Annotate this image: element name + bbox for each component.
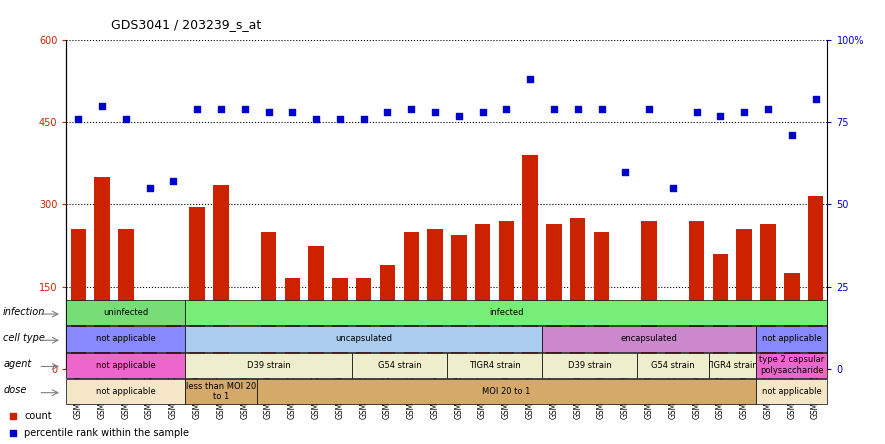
Point [381, 109, 395, 116]
Point [689, 109, 704, 116]
Bar [808, 196, 823, 369]
Text: MOI 20 to 1: MOI 20 to 1 [482, 387, 531, 396]
Text: less than MOI 20
to 1: less than MOI 20 to 1 [186, 382, 256, 401]
Point [263, 209, 277, 216]
Bar [404, 232, 419, 369]
Point [285, 109, 299, 116]
Bar [332, 278, 348, 369]
Bar [736, 229, 752, 369]
Point [142, 184, 157, 191]
Bar [189, 207, 205, 369]
Bar [380, 265, 396, 369]
Point [214, 106, 228, 113]
Bar [689, 221, 704, 369]
Point [785, 132, 799, 139]
Text: not applicable: not applicable [96, 387, 156, 396]
Point [71, 115, 85, 123]
Point [404, 106, 419, 113]
Text: D39 strain: D39 strain [247, 361, 290, 370]
Bar [594, 232, 609, 369]
Text: percentile rank within the sample: percentile rank within the sample [25, 428, 189, 438]
Point [547, 106, 561, 113]
Bar [546, 224, 562, 369]
Point [190, 106, 204, 113]
Bar [760, 224, 776, 369]
Bar [642, 221, 657, 369]
Text: encapsulated: encapsulated [620, 334, 678, 344]
Text: dose: dose [4, 385, 27, 395]
Bar [427, 229, 442, 369]
Point [166, 178, 181, 185]
Point [119, 115, 133, 123]
Point [499, 106, 513, 113]
Point [357, 115, 371, 123]
Text: type 2 capsular
polysaccharide: type 2 capsular polysaccharide [759, 356, 825, 375]
Point [333, 115, 347, 123]
Point [761, 106, 775, 113]
Bar [142, 336, 158, 369]
Point [475, 109, 489, 116]
Bar [261, 232, 276, 369]
Text: infected: infected [489, 308, 524, 317]
Bar [451, 234, 466, 369]
Text: cell type: cell type [4, 333, 45, 343]
Point [713, 112, 727, 119]
Bar [498, 221, 514, 369]
Point [809, 95, 823, 103]
Text: not applicable: not applicable [762, 334, 821, 344]
Text: TIGR4 strain: TIGR4 strain [469, 361, 520, 370]
Point [261, 109, 275, 116]
Text: G54 strain: G54 strain [378, 361, 421, 370]
Bar [213, 185, 228, 369]
Point [263, 364, 277, 371]
Text: not applicable: not applicable [762, 387, 821, 396]
Text: not applicable: not applicable [96, 334, 156, 344]
Bar [71, 229, 86, 369]
Point [238, 106, 252, 113]
Bar [308, 246, 324, 369]
Text: not applicable: not applicable [96, 361, 156, 370]
Point [523, 76, 537, 83]
Text: uninfected: uninfected [104, 308, 149, 317]
Bar [285, 278, 300, 369]
Bar [475, 224, 490, 369]
Point [428, 109, 442, 116]
Point [571, 106, 585, 113]
Point [451, 112, 466, 119]
Point [619, 168, 633, 175]
Text: TIGR4 strain: TIGR4 strain [706, 361, 758, 370]
Point [737, 109, 751, 116]
Point [309, 115, 323, 123]
Bar [95, 177, 110, 369]
Text: count: count [25, 411, 52, 421]
Text: infection: infection [4, 306, 45, 317]
Point [666, 184, 680, 191]
Bar [712, 254, 728, 369]
Point [95, 102, 109, 109]
Bar [237, 366, 252, 369]
Text: D39 strain: D39 strain [568, 361, 612, 370]
Text: uncapsulated: uncapsulated [335, 334, 392, 344]
Bar [618, 366, 633, 369]
Bar [356, 278, 372, 369]
Text: GDS3041 / 203239_s_at: GDS3041 / 203239_s_at [111, 18, 261, 31]
Bar [666, 333, 681, 369]
Text: agent: agent [4, 359, 31, 369]
Bar [118, 229, 134, 369]
Point [595, 106, 609, 113]
Bar [522, 155, 538, 369]
Text: G54 strain: G54 strain [651, 361, 695, 370]
Bar [165, 309, 181, 369]
Bar [570, 218, 586, 369]
Point [642, 106, 656, 113]
Bar [784, 273, 799, 369]
